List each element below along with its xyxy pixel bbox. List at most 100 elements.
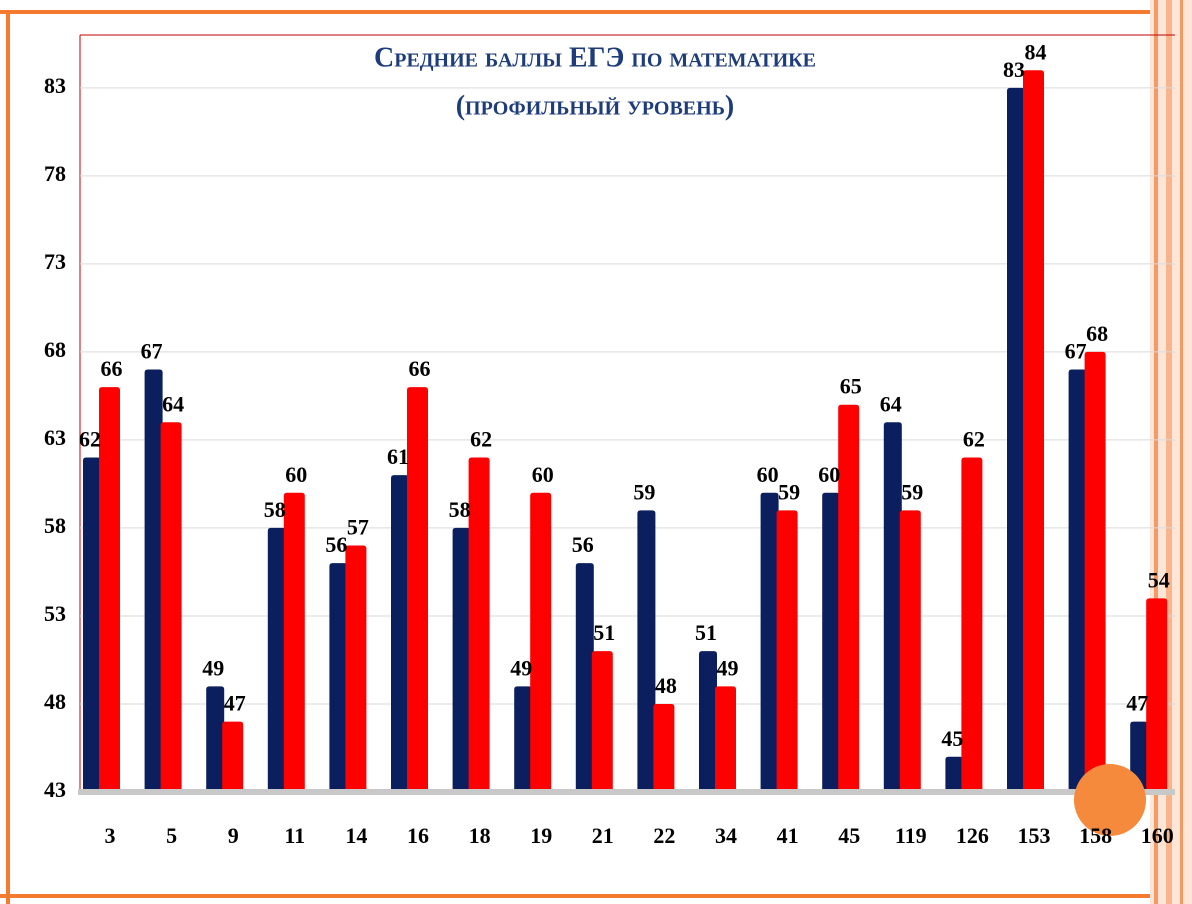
bar [715,686,736,792]
y-tick-label: 53 [44,601,66,626]
x-tick-label: 126 [956,823,989,848]
bar [283,492,305,792]
bar [575,563,594,792]
x-tick-label: 16 [407,823,429,848]
bar [838,404,860,792]
bar [83,457,101,792]
bar [329,563,348,792]
data-label: 83 [1003,57,1025,82]
y-tick-label: 68 [44,337,66,362]
bar [899,510,921,792]
y-tick-label: 58 [44,513,66,538]
data-label: 66 [101,356,123,381]
data-label: 84 [1025,39,1047,64]
x-tick-label: 41 [777,823,799,848]
data-label: 51 [695,620,717,645]
x-tick-label: 18 [469,823,491,848]
y-tick-label: 48 [44,689,66,714]
data-label: 61 [387,444,409,469]
data-label: 51 [593,620,615,645]
bar [776,510,798,792]
data-label: 54 [1148,567,1170,592]
data-label: 49 [510,655,532,680]
data-label: 60 [757,462,779,487]
data-label: 59 [901,479,923,504]
data-label: 58 [449,497,471,522]
data-label: 64 [162,391,184,416]
x-tick-label: 14 [345,823,367,848]
x-tick-label: 9 [228,823,239,848]
bars [83,70,1168,793]
bar [407,387,428,792]
bar [468,457,490,792]
bar [1146,598,1168,792]
data-label: 67 [141,339,163,364]
bar [961,457,983,792]
bar [653,703,675,792]
bar [1068,369,1087,792]
labels: 4348535863687378833626656764949471158601… [44,39,1174,848]
bar [267,527,286,792]
bar [144,369,163,792]
frame-stripe [1154,0,1158,904]
data-label: 58 [264,497,286,522]
data-label: 60 [285,462,307,487]
data-label: 66 [409,356,431,381]
x-tick-label: 3 [105,823,116,848]
bar [822,492,841,792]
data-label: 62 [79,427,101,452]
x-tick-label: 45 [838,823,860,848]
x-tick-label: 158 [1079,823,1112,848]
data-label: 64 [880,391,902,416]
data-label: 60 [818,462,840,487]
bar [760,492,779,792]
bar [514,686,533,792]
frame-stripe [1166,0,1172,904]
x-tick-label: 153 [1018,823,1051,848]
x-tick-label: 22 [653,823,675,848]
bar [99,387,120,792]
bar [1084,351,1106,792]
data-label: 49 [202,655,224,680]
data-label: 59 [778,479,800,504]
y-tick-label: 78 [44,161,66,186]
chart-subtitle: (профильный уровень) [456,90,735,121]
x-tick-label: 21 [592,823,614,848]
data-label: 45 [941,726,963,751]
data-label: 59 [633,479,655,504]
data-label: 49 [717,655,739,680]
data-label: 67 [1065,339,1087,364]
data-label: 62 [470,427,492,452]
bar [452,527,471,792]
bar [945,756,964,792]
data-label: 56 [325,532,347,557]
data-label: 60 [532,462,554,487]
bar [637,510,656,792]
bar [345,545,367,792]
bar [591,651,613,792]
bar [699,651,717,792]
chart-title: Средние баллы ЕГЭ по математике [374,42,816,73]
frame-stripe [1180,0,1183,904]
data-label: 57 [347,515,369,540]
y-tick-label: 83 [44,73,66,98]
data-label: 48 [655,673,677,698]
data-label: 65 [840,374,862,399]
bar [1007,87,1025,792]
decor-circle [1074,764,1146,836]
x-tick-label: 34 [715,823,737,848]
data-label: 47 [224,691,246,716]
data-label: 47 [1126,691,1148,716]
bar [883,422,902,792]
bar [222,721,244,792]
x-tick-label: 119 [895,823,927,848]
bar [530,492,552,792]
bar [160,422,182,792]
bar [1023,70,1044,793]
data-label: 62 [963,427,985,452]
data-label: 56 [572,532,594,557]
bar [206,686,225,792]
bar [391,475,409,792]
x-tick-label: 160 [1141,823,1174,848]
